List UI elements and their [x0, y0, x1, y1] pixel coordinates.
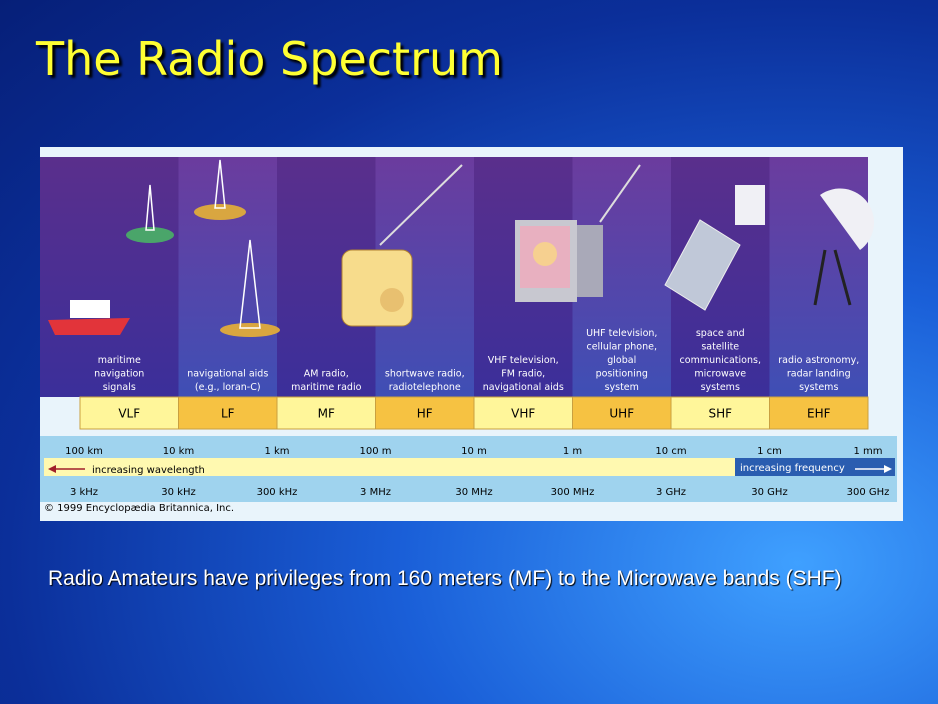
band-use: navigational aids: [187, 369, 268, 380]
illustrations: [48, 159, 874, 337]
wavelength-label: 1 mm: [853, 446, 882, 457]
band-use: UHF television,: [586, 328, 657, 339]
band-use: cellular phone,: [586, 342, 657, 353]
frequency-label: 30 MHz: [455, 487, 492, 498]
band-name: VHF: [511, 407, 535, 421]
band-use: radiotelephone: [389, 382, 461, 393]
band-use: navigation: [94, 369, 144, 380]
band-name: VLF: [118, 407, 140, 421]
band-use: communications,: [680, 355, 761, 366]
band-use: positioning: [596, 369, 648, 380]
band-background: [40, 157, 179, 397]
wavelength-label: 10 m: [461, 446, 487, 457]
band-name: HF: [417, 407, 433, 421]
band-name: EHF: [807, 407, 831, 421]
band-use: AM radio,: [304, 369, 349, 380]
band-name: MF: [318, 407, 335, 421]
frequency-arrow-label: increasing frequency: [740, 463, 845, 474]
frequency-label: 300 GHz: [847, 487, 890, 498]
body-text: Radio Amateurs have privileges from 160 …: [48, 567, 842, 590]
wavelength-label: 100 m: [359, 446, 391, 457]
band-name: SHF: [708, 407, 732, 421]
arrow-head: [884, 465, 892, 473]
band-background: [178, 157, 277, 397]
band-label-box: [572, 396, 672, 430]
frequency-arrow-box: [735, 458, 895, 476]
wavelength-label: 100 km: [65, 446, 103, 457]
band-use: systems: [799, 382, 838, 393]
wavelength-label: 10 cm: [655, 446, 686, 457]
band-use: systems: [701, 382, 740, 393]
band-label-box: [178, 396, 278, 430]
wavelength-label: 1 m: [563, 446, 582, 457]
band-label-box: [769, 396, 869, 430]
band-use: global: [607, 355, 636, 366]
band-use: radio astronomy,: [778, 355, 859, 366]
arrow-strip: [44, 458, 894, 476]
band-label-box: [375, 396, 475, 430]
band-name: LF: [221, 407, 235, 421]
band-use: maritime radio: [291, 382, 362, 393]
band-use: system: [605, 382, 639, 393]
frequency-label: 300 kHz: [257, 487, 298, 498]
frequency-label: 30 GHz: [751, 487, 787, 498]
band-use: satellite: [701, 342, 739, 353]
wavelength-label: 10 km: [163, 446, 194, 457]
band-use: radar landing: [787, 369, 851, 380]
wavelength-arrow-label: increasing wavelength: [92, 465, 205, 476]
band-use: shortwave radio,: [385, 369, 465, 380]
band-use: microwave: [694, 369, 746, 380]
wavelength-label: 1 km: [264, 446, 289, 457]
band-use: space and: [696, 328, 745, 339]
band-use: navigational aids: [483, 382, 564, 393]
frequency-label: 30 kHz: [161, 487, 195, 498]
band-name: UHF: [609, 407, 634, 421]
band-use: signals: [103, 382, 136, 393]
arrow-head: [48, 465, 56, 473]
band-label-box: [276, 396, 376, 430]
band-use: (e.g., loran-C): [195, 382, 261, 393]
copyright: © 1999 Encyclopædia Britannica, Inc.: [44, 503, 234, 514]
band-use: FM radio,: [501, 369, 545, 380]
frequency-label: 300 MHz: [551, 487, 595, 498]
frequency-label: 3 MHz: [360, 487, 391, 498]
band-label-box: [670, 396, 770, 430]
wavelength-label: 1 cm: [757, 446, 782, 457]
slide-title: The Radio Spectrum: [36, 32, 503, 86]
frequency-label: 3 kHz: [70, 487, 98, 498]
band-use: maritime: [98, 355, 141, 366]
band-use: VHF television,: [488, 355, 559, 366]
frequency-label: 3 GHz: [656, 487, 686, 498]
